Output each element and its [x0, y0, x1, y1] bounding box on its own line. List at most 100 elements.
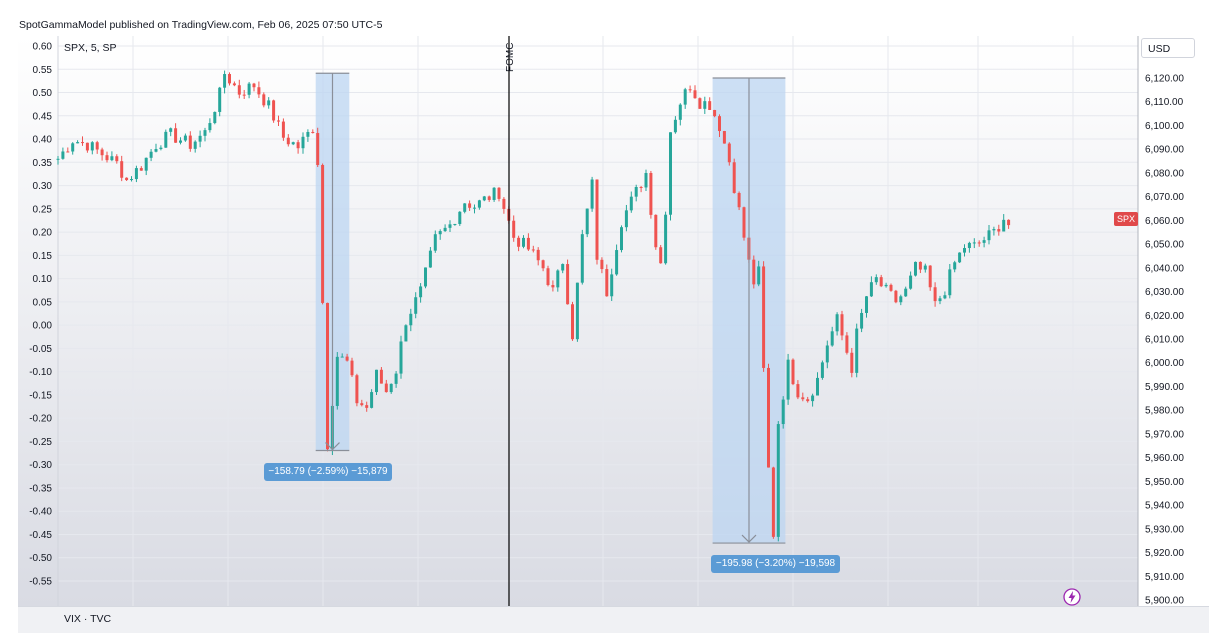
candle-body — [159, 147, 163, 150]
candle-body — [752, 259, 756, 285]
candle-body — [551, 285, 555, 288]
candle-body — [654, 214, 658, 248]
candle-body — [713, 109, 717, 117]
candle-body — [438, 231, 442, 235]
bolt-icon[interactable] — [1063, 588, 1081, 606]
candle-body — [531, 249, 535, 251]
candle-body — [365, 405, 369, 408]
candle-body — [953, 262, 957, 270]
candle-body — [237, 85, 241, 95]
candle-body — [355, 375, 359, 404]
candle-body — [860, 312, 864, 329]
candle-body — [492, 187, 496, 200]
candle-body — [76, 142, 80, 144]
candle-body — [414, 297, 418, 314]
left-tick-label: 0.35 — [33, 158, 53, 169]
candle-body — [228, 74, 231, 84]
candle-body — [948, 269, 952, 296]
right-axis: 6,120.00 6,110.00 6,100.00 6,090.00 6,080.00… — [1145, 74, 1184, 607]
candle-body — [384, 383, 388, 393]
candle-body — [512, 220, 516, 238]
candle-body — [590, 179, 594, 209]
candle-body — [154, 149, 158, 152]
candle-body — [424, 267, 427, 287]
right-tick-label: 6,030.00 — [1145, 287, 1184, 298]
currency-button[interactable]: USD — [1141, 38, 1195, 58]
right-tick-label: 6,020.00 — [1145, 311, 1184, 322]
candle-body — [428, 250, 432, 268]
candle-body — [879, 277, 883, 287]
candle-body — [56, 158, 60, 160]
candle-body — [473, 207, 476, 209]
candle-body — [634, 187, 638, 197]
right-tick-label: 5,970.00 — [1145, 429, 1184, 440]
candle-body — [722, 131, 726, 144]
candles — [56, 70, 1011, 542]
candle-body — [90, 142, 94, 151]
candle-body — [894, 290, 898, 303]
candle-body — [247, 83, 251, 95]
candle-body — [982, 240, 986, 243]
left-tick-label: 0.25 — [33, 204, 53, 215]
candle-body — [252, 83, 256, 88]
candle-body — [419, 286, 423, 298]
candle-body — [659, 247, 663, 264]
candle-body — [95, 142, 99, 150]
candle-body — [624, 210, 628, 228]
candle-body — [820, 362, 824, 378]
right-tick-label: 5,920.00 — [1145, 548, 1184, 559]
candle-body — [66, 151, 70, 153]
measure-label-2: −195.98 (−3.20%) −19,598 — [711, 555, 840, 573]
candle-body — [742, 207, 746, 238]
candle-body — [463, 203, 467, 212]
candle-body — [781, 399, 785, 425]
candle-body — [399, 341, 403, 374]
arrow-down-icon — [741, 534, 757, 543]
candle-body — [188, 135, 192, 149]
candle-body — [869, 282, 873, 297]
symbol-info[interactable]: SPX, 5, SP — [64, 42, 117, 54]
candle-body — [448, 224, 452, 228]
right-tick-label: 5,930.00 — [1145, 524, 1184, 535]
candle-body — [727, 143, 731, 163]
candle-body — [958, 252, 962, 263]
candle-body — [139, 168, 143, 171]
candle-body — [566, 264, 570, 305]
candle-body — [786, 359, 790, 400]
candle-body — [629, 196, 633, 211]
right-tick-label: 6,060.00 — [1145, 216, 1184, 227]
candle-body — [825, 345, 829, 363]
candle-body — [757, 266, 761, 285]
right-tick-label: 6,070.00 — [1145, 192, 1184, 203]
candle-body — [845, 335, 849, 353]
candle-body — [71, 143, 75, 152]
candle-body — [218, 87, 222, 112]
candle-body — [796, 384, 800, 398]
candle-body — [972, 242, 976, 244]
candle-body — [600, 259, 604, 270]
candle-body — [669, 132, 672, 215]
candle-body — [61, 151, 65, 159]
publisher-line: SpotGammaModel published on TradingView.… — [19, 19, 383, 31]
candle-body — [977, 242, 981, 244]
candle-body — [81, 142, 84, 144]
candle-body — [213, 111, 217, 124]
candle-body — [1007, 219, 1011, 226]
fomc-label: FOMC — [505, 43, 516, 72]
right-tick-label: 6,110.00 — [1145, 97, 1184, 108]
candle-body — [291, 142, 295, 145]
right-tick-label: 6,050.00 — [1145, 240, 1184, 251]
candle-body — [605, 269, 609, 297]
candle-body — [277, 120, 280, 122]
candle-body — [370, 392, 374, 408]
candle-body — [992, 229, 996, 231]
candle-body — [762, 266, 766, 368]
candle-body — [620, 227, 623, 251]
right-tick-label: 6,010.00 — [1145, 335, 1184, 346]
left-tick-label: -0.55 — [29, 577, 52, 588]
price-chart[interactable]: FOMC 0.60 0.55 0.50 0.45 0.40 0.35 0.30 0.25 0.2… — [18, 36, 1209, 606]
left-axis: 0.60 0.55 0.50 0.45 0.40 0.35 0.30 0.25 0.20 0.15… — [29, 42, 52, 588]
candle-body — [610, 274, 614, 297]
candle-body — [688, 89, 692, 91]
left-tick-label: 0.45 — [33, 111, 53, 122]
